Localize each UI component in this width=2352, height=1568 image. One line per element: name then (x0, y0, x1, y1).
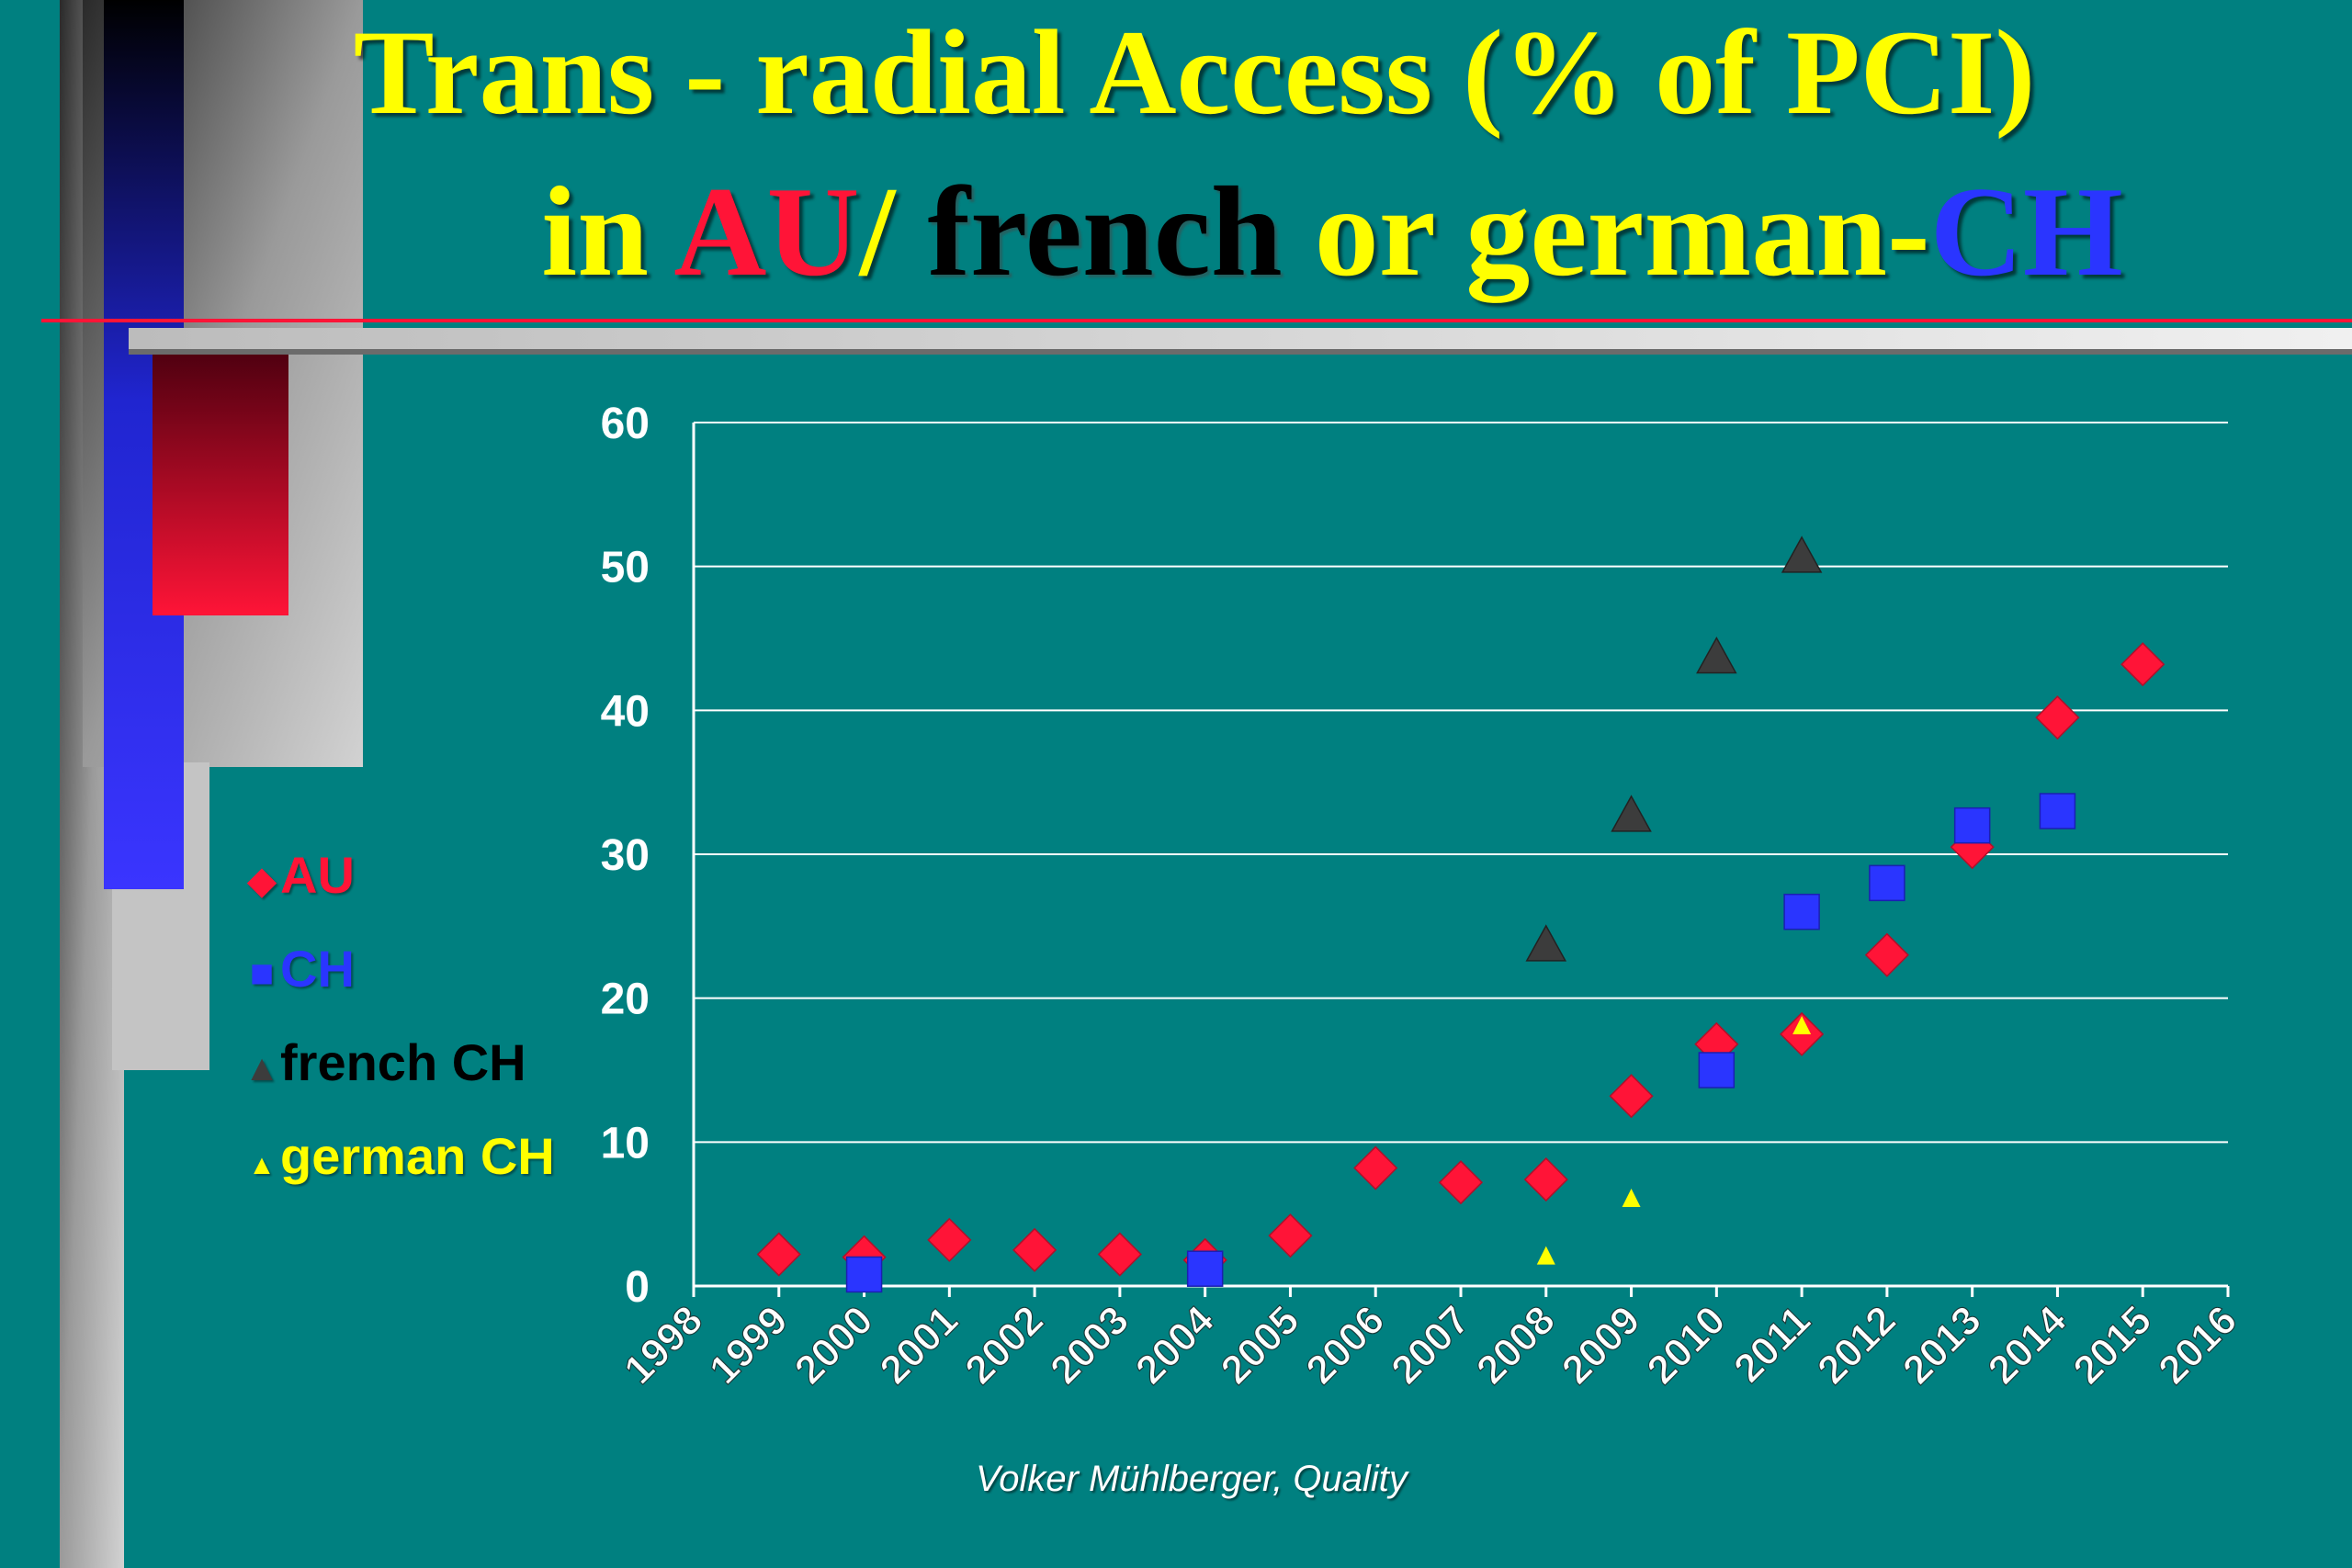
x-tick-label: 2004 (1127, 1297, 1223, 1393)
title-line2-part: CH (1929, 161, 2123, 303)
slide-title-line1: Trans - radial Access (% of PCI) (353, 5, 2036, 140)
legend-item-german-ch: ▲german CH (243, 1126, 555, 1186)
x-tick-label: 2002 (956, 1297, 1052, 1393)
french-ch-point (1781, 536, 1823, 573)
legend-marker-square-icon: ■ (249, 951, 275, 996)
au-point (1268, 1213, 1313, 1258)
legend-marker-triangle-small-icon: ▲ (248, 1150, 276, 1180)
legend-item-french-ch: ▲french CH (243, 1032, 526, 1092)
legend-marker-diamond-icon: ◆ (247, 861, 277, 901)
y-tick-label: 10 (601, 1119, 650, 1168)
legend-marker-triangle-icon: ▲ (243, 1048, 280, 1089)
x-tick-label: 1998 (616, 1297, 711, 1393)
au-point (1353, 1145, 1398, 1190)
y-tick-label: 30 (601, 831, 650, 880)
decor-title-underline-red (41, 319, 2352, 322)
x-tick-label: 2009 (1554, 1297, 1649, 1393)
ch-point (2039, 793, 2076, 829)
french-ch-point (1696, 636, 1737, 674)
title-line2-part: AU (673, 161, 860, 303)
legend-item-au: ◆AU (243, 845, 355, 905)
title-line2-part: or german- (1282, 161, 1930, 303)
ch-point (845, 1256, 883, 1293)
title-line2-part: in (541, 161, 674, 303)
decor-red-block (153, 354, 288, 615)
x-tick-label: 2011 (1725, 1297, 1819, 1391)
au-point (1523, 1157, 1568, 1202)
y-tick-label: 0 (625, 1263, 650, 1312)
x-tick-label: 2014 (1980, 1297, 2075, 1393)
au-point (1097, 1232, 1142, 1277)
x-tick-label: 2010 (1639, 1297, 1735, 1393)
ch-point (1869, 864, 1905, 902)
au-point (1438, 1160, 1484, 1205)
legend-item-ch: ■ CH (243, 939, 355, 998)
au-point (2035, 695, 2080, 740)
au-point (1609, 1074, 1654, 1119)
au-point (2120, 642, 2165, 687)
credit-text: Volker Mühlberger, Quality (976, 1459, 1408, 1499)
y-tick-label: 50 (601, 544, 650, 592)
au-point (756, 1232, 801, 1277)
french-ch-point (1611, 795, 1652, 832)
x-tick-label: 2015 (2064, 1297, 2160, 1393)
x-tick-label: 2001 (872, 1297, 967, 1393)
x-tick-label: 2012 (1809, 1297, 1905, 1393)
decor-title-underline-shadow (129, 349, 2352, 355)
french-ch-point (1525, 924, 1567, 962)
legend-label: german CH (280, 1127, 555, 1185)
german-ch-point (1536, 1246, 1555, 1265)
au-point (1012, 1227, 1057, 1272)
x-tick-label: 2008 (1468, 1297, 1564, 1393)
title-line2-part: french (927, 161, 1283, 303)
title-line2-part: / (859, 161, 928, 303)
x-tick-label: 1999 (701, 1297, 797, 1393)
au-point (927, 1217, 972, 1262)
slide-title-line2: in AU/ french or german-CH (0, 158, 2352, 306)
y-tick-label: 40 (601, 687, 650, 736)
legend-label: CH (280, 940, 355, 998)
x-tick-label: 2016 (2150, 1297, 2245, 1393)
au-point (1864, 932, 1909, 977)
y-tick-label: 60 (601, 400, 650, 448)
y-tick-label: 20 (601, 976, 650, 1024)
german-ch-point (1792, 1016, 1812, 1034)
german-ch-point (1622, 1189, 1641, 1207)
ch-point (1698, 1052, 1736, 1089)
ch-point (1953, 807, 1991, 844)
legend-label: AU (280, 846, 355, 904)
x-tick-label: 2013 (1894, 1297, 1990, 1393)
x-tick-label: 2003 (1042, 1297, 1137, 1393)
x-tick-label: 2007 (1383, 1297, 1478, 1393)
ch-point (1186, 1250, 1224, 1287)
x-tick-label: 2006 (1297, 1297, 1393, 1393)
ch-point (1783, 893, 1820, 931)
legend-label: french CH (280, 1033, 526, 1091)
x-tick-label: 2000 (786, 1297, 882, 1393)
x-tick-label: 2005 (1213, 1297, 1308, 1393)
